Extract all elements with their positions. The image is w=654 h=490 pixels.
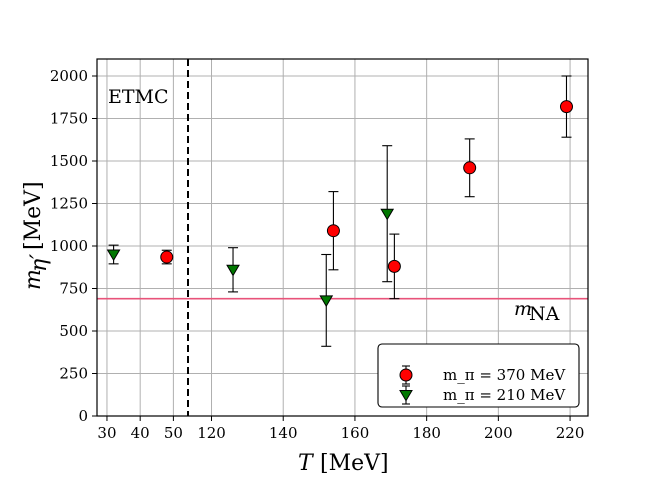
svg-text:m: m — [21, 269, 46, 290]
mpi-210-point — [226, 264, 240, 277]
legend-box — [377, 343, 580, 408]
svg-text:m: m — [514, 298, 532, 320]
x-tick-label: 30 — [97, 424, 116, 442]
svg-text:[MeV]: [MeV] — [320, 451, 389, 476]
svg-text:η′: η′ — [27, 254, 52, 272]
legend-mpi-210-marker — [399, 390, 413, 402]
legend-mpi-370-marker — [399, 368, 413, 382]
legend-mpi-370-label: m_π = 370 MeV — [443, 366, 566, 384]
x-tick-label: 50 — [164, 424, 183, 442]
m-na-label: m NA — [514, 298, 560, 325]
svg-text:[MeV]: [MeV] — [21, 181, 46, 250]
x-tick-label: 220 — [556, 424, 585, 442]
reference-line-group — [97, 59, 588, 416]
y-tick-label: 500 — [59, 322, 88, 340]
svg-text:T: T — [298, 451, 315, 476]
plot-frame — [96, 58, 589, 417]
mpi-210-point — [380, 208, 395, 221]
x-axis-title: T [MeV] — [298, 451, 389, 476]
y-tick-label: 250 — [59, 365, 88, 383]
svg-text:NA: NA — [529, 303, 560, 325]
x-tick-label: 120 — [197, 424, 226, 442]
legend: m_π = 370 MeV m_π = 210 MeV — [377, 343, 580, 408]
data-markers — [106, 75, 573, 347]
y-tick-label: 2000 — [50, 67, 88, 85]
y-axis-title: m η′ [MeV] — [21, 181, 52, 290]
y-tick-label: 750 — [59, 280, 88, 298]
mpi-370-point — [326, 224, 340, 238]
mpi-210-point — [106, 249, 121, 262]
mpi-370-point — [559, 100, 573, 114]
y-tick-label: 0 — [78, 407, 88, 425]
y-tick-label: 1750 — [50, 110, 88, 128]
legend-entries: m_π = 370 MeV m_π = 210 MeV — [399, 365, 566, 405]
legend-mpi-210-label: m_π = 210 MeV — [443, 386, 566, 404]
mpi-210-point — [319, 295, 334, 308]
y-tick-label: 1000 — [50, 237, 88, 255]
etmc-annotation: ETMC — [108, 86, 169, 108]
mpi-370-point — [387, 259, 401, 273]
mpi-370-point — [160, 250, 174, 264]
mpi-370-point — [463, 161, 477, 175]
x-tick-label: 140 — [269, 424, 298, 442]
x-tick-label: 40 — [131, 424, 150, 442]
axis-ticks: 0 250 500 750 1000 1250 1500 1750 2000 30 40 50 120 1… — [50, 67, 585, 442]
y-tick-label: 1250 — [50, 195, 88, 213]
x-tick-label: 180 — [412, 424, 441, 442]
x-tick-label: 200 — [484, 424, 513, 442]
x-tick-label: 160 — [341, 424, 370, 442]
y-tick-label: 1500 — [50, 152, 88, 170]
grid-lines — [97, 59, 588, 417]
